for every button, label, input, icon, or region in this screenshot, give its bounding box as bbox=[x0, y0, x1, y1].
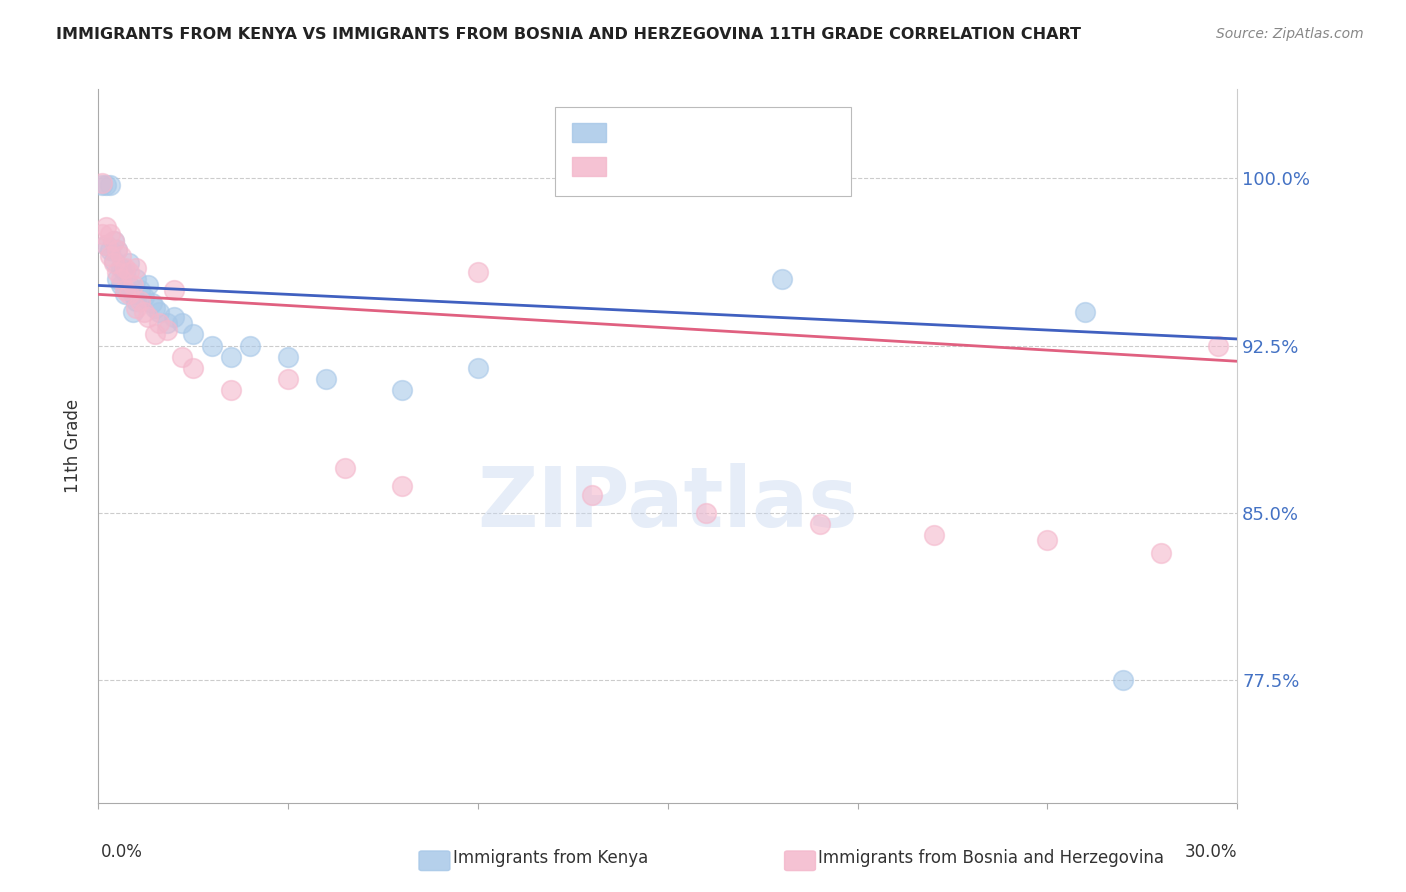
Point bbox=[315, 372, 337, 386]
Point bbox=[118, 278, 141, 293]
Point bbox=[94, 238, 117, 252]
Point bbox=[98, 178, 121, 192]
Text: 0.0%: 0.0% bbox=[101, 843, 143, 861]
Point bbox=[98, 227, 121, 241]
Point bbox=[129, 283, 152, 297]
Point bbox=[125, 301, 148, 315]
Point bbox=[94, 178, 117, 192]
Point bbox=[94, 238, 117, 252]
Point bbox=[103, 256, 125, 270]
Point bbox=[239, 338, 262, 352]
Point bbox=[335, 461, 357, 475]
Text: 30.0%: 30.0% bbox=[1185, 843, 1237, 861]
Point bbox=[1150, 546, 1173, 560]
Point bbox=[467, 265, 489, 279]
Point bbox=[808, 516, 831, 531]
Point bbox=[91, 178, 114, 192]
Point bbox=[110, 260, 132, 275]
Point bbox=[121, 305, 143, 319]
Point bbox=[132, 305, 155, 319]
Point bbox=[132, 289, 155, 303]
Point bbox=[110, 278, 132, 293]
Point bbox=[170, 350, 193, 364]
Point bbox=[277, 372, 299, 386]
Point bbox=[91, 227, 114, 241]
Text: R = -0.128   N = 40: R = -0.128 N = 40 bbox=[612, 160, 789, 178]
Point bbox=[695, 506, 717, 520]
Y-axis label: 11th Grade: 11th Grade bbox=[65, 399, 83, 493]
Point bbox=[118, 265, 141, 279]
Point bbox=[391, 383, 413, 397]
Point bbox=[125, 293, 148, 308]
Point bbox=[277, 350, 299, 364]
Point bbox=[221, 383, 243, 397]
Point bbox=[103, 254, 125, 268]
Point bbox=[183, 327, 205, 342]
Point bbox=[136, 278, 159, 293]
Point bbox=[136, 310, 159, 324]
Point bbox=[1036, 533, 1059, 547]
Point bbox=[183, 360, 205, 375]
Point bbox=[170, 316, 193, 330]
Point bbox=[98, 243, 121, 257]
Text: Source: ZipAtlas.com: Source: ZipAtlas.com bbox=[1216, 27, 1364, 41]
Point bbox=[1112, 673, 1135, 687]
Text: IMMIGRANTS FROM KENYA VS IMMIGRANTS FROM BOSNIA AND HERZEGOVINA 11TH GRADE CORRE: IMMIGRANTS FROM KENYA VS IMMIGRANTS FROM… bbox=[56, 27, 1081, 42]
Point bbox=[94, 220, 117, 235]
Point bbox=[103, 234, 125, 248]
Point bbox=[163, 283, 186, 297]
Point bbox=[98, 250, 121, 264]
Point bbox=[114, 265, 136, 279]
Point bbox=[148, 316, 170, 330]
Point bbox=[125, 271, 148, 285]
Point bbox=[121, 287, 143, 301]
Text: Immigrants from Bosnia and Herzegovina: Immigrants from Bosnia and Herzegovina bbox=[818, 849, 1164, 867]
Point bbox=[125, 260, 148, 275]
Point bbox=[107, 243, 129, 257]
Point bbox=[201, 338, 224, 352]
Point bbox=[118, 256, 141, 270]
Text: ZIPatlas: ZIPatlas bbox=[478, 463, 858, 543]
Point bbox=[467, 360, 489, 375]
Point bbox=[107, 271, 129, 285]
Point bbox=[91, 176, 114, 190]
Point bbox=[110, 271, 132, 285]
Point bbox=[107, 243, 129, 257]
Point bbox=[141, 296, 163, 310]
Point bbox=[103, 234, 125, 248]
Point bbox=[148, 305, 170, 319]
Point bbox=[145, 327, 167, 342]
Point bbox=[114, 260, 136, 275]
Point bbox=[1208, 338, 1230, 352]
Point bbox=[114, 287, 136, 301]
Point bbox=[118, 287, 141, 301]
Point bbox=[156, 323, 179, 337]
Point bbox=[221, 350, 243, 364]
Point bbox=[163, 310, 186, 324]
Point bbox=[129, 293, 152, 308]
Point bbox=[121, 278, 143, 293]
Text: Immigrants from Kenya: Immigrants from Kenya bbox=[453, 849, 648, 867]
Point bbox=[107, 265, 129, 279]
Point bbox=[145, 301, 167, 315]
Point bbox=[581, 488, 603, 502]
Point bbox=[156, 316, 179, 330]
Point bbox=[1074, 305, 1097, 319]
Text: R = -0.158   N = 39: R = -0.158 N = 39 bbox=[612, 126, 775, 144]
Point bbox=[770, 271, 793, 285]
Point bbox=[114, 283, 136, 297]
Point bbox=[922, 528, 945, 542]
Point bbox=[391, 479, 413, 493]
Point bbox=[110, 250, 132, 264]
